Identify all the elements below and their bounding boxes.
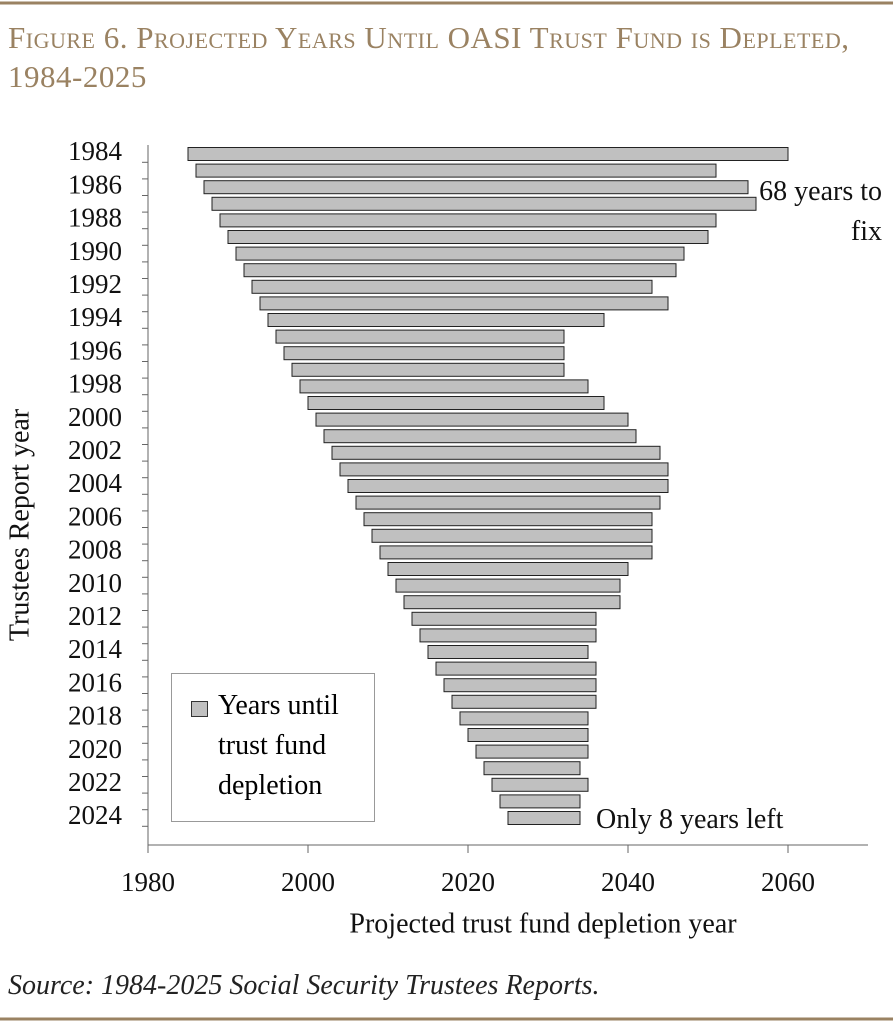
bar <box>347 479 669 493</box>
x-tick-label: 2000 <box>281 867 335 897</box>
y-tick-label: 2000 <box>68 402 122 432</box>
annotation: Only 8 years left <box>596 804 784 835</box>
bar <box>363 512 653 527</box>
y-tick-label: 1986 <box>68 169 122 199</box>
bar <box>451 694 597 709</box>
bar <box>443 678 597 693</box>
y-tick-label: 2014 <box>68 634 123 664</box>
bar <box>195 163 717 178</box>
annotation: 68 years to fix <box>759 176 882 247</box>
bar <box>235 246 685 261</box>
bar <box>427 645 589 659</box>
bar <box>355 495 661 510</box>
bar <box>459 711 589 726</box>
bar <box>411 611 597 626</box>
x-tick-label: 1980 <box>121 867 175 897</box>
chart-title: Figure 6. Projected Years Until OASI Tru… <box>8 20 850 94</box>
y-tick-label: 2022 <box>68 767 122 797</box>
bar <box>219 213 717 228</box>
x-axis-label: Projected trust fund depletion year <box>349 908 737 939</box>
bar <box>243 263 677 278</box>
y-tick-label: 1996 <box>68 335 122 365</box>
y-tick-label: 2012 <box>68 601 122 631</box>
bar <box>283 346 565 361</box>
legend: Years until trust fund depletion <box>171 673 375 822</box>
bar <box>395 578 621 593</box>
y-tick-label: 1998 <box>68 369 122 399</box>
bar <box>331 445 661 460</box>
legend-swatch <box>191 701 208 717</box>
bar <box>211 196 757 211</box>
y-tick-label: 2020 <box>68 734 122 764</box>
bar <box>419 628 597 643</box>
bar <box>315 412 629 427</box>
y-tick-label: 1988 <box>68 203 122 233</box>
y-tick-label: 2010 <box>68 568 122 598</box>
bar <box>259 296 669 311</box>
bar <box>475 744 589 759</box>
bar <box>467 728 589 742</box>
y-tick-label: 2008 <box>68 535 122 565</box>
x-tick-label: 2020 <box>441 867 495 897</box>
bar <box>275 329 565 344</box>
bar <box>251 279 653 294</box>
y-tick-label: 1994 <box>68 302 123 332</box>
bar <box>227 230 709 244</box>
bar <box>403 595 621 610</box>
bar <box>371 528 653 543</box>
source-note: Source: 1984-2025 Social Security Truste… <box>8 970 600 1001</box>
bar <box>435 661 597 676</box>
bar <box>507 811 581 825</box>
bar <box>267 313 605 327</box>
bar <box>203 180 749 195</box>
bar <box>339 462 669 477</box>
x-tick-label: 2040 <box>601 867 655 897</box>
bar <box>491 777 589 792</box>
y-tick-label: 1984 <box>68 136 123 166</box>
y-axis-label: Trustees Report year <box>4 408 35 641</box>
y-tick-label: 2006 <box>68 501 122 531</box>
y-tick-label: 1990 <box>68 236 122 266</box>
y-tick-label: 1992 <box>68 269 122 299</box>
bar <box>323 429 637 444</box>
y-tick-label: 2024 <box>68 800 123 830</box>
bar <box>291 362 565 377</box>
bar <box>299 379 589 394</box>
bar <box>387 562 629 576</box>
y-tick-label: 2002 <box>68 435 122 465</box>
bar <box>499 794 581 809</box>
bar <box>187 147 789 161</box>
y-tick-label: 2004 <box>68 468 123 498</box>
y-tick-label: 2016 <box>68 667 122 697</box>
bar <box>307 396 605 410</box>
bar <box>379 545 653 560</box>
x-tick-label: 2060 <box>761 867 815 897</box>
legend-label: Years until trust fund depletion <box>218 690 339 801</box>
y-tick-label: 2018 <box>68 701 122 731</box>
bar <box>483 761 581 776</box>
